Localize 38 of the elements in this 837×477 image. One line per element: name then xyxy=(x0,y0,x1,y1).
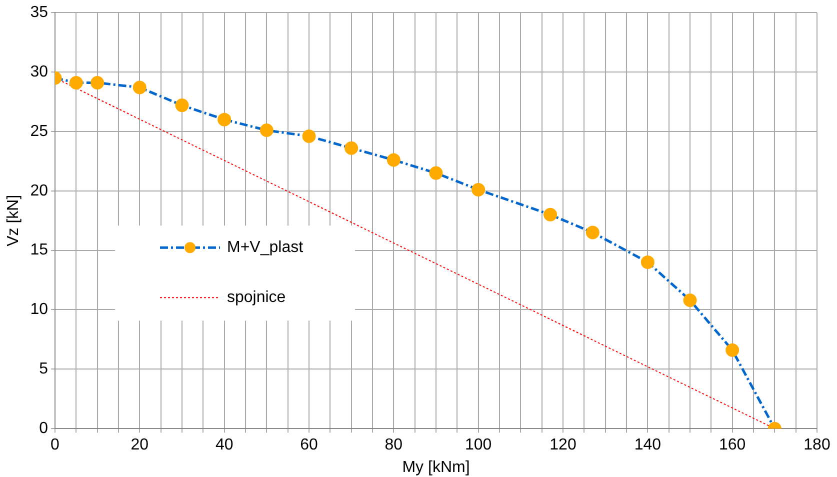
x-tick-label: 80 xyxy=(384,436,403,454)
point xyxy=(683,293,697,307)
x-tick-label: 160 xyxy=(718,436,746,454)
x-axis-title: My [kNm] xyxy=(402,458,470,476)
point xyxy=(260,124,274,138)
point xyxy=(544,208,558,222)
point xyxy=(472,182,486,196)
y-tick-label: 5 xyxy=(39,360,48,378)
point xyxy=(132,80,146,94)
y-tick-label: 25 xyxy=(30,122,48,140)
x-tick-label: 100 xyxy=(464,436,492,454)
x-tick-label: 140 xyxy=(634,436,662,454)
point xyxy=(429,166,443,180)
point xyxy=(386,153,400,167)
point xyxy=(175,98,189,112)
point xyxy=(90,76,104,90)
y-tick-label: 10 xyxy=(30,301,48,318)
legend-label: spojnice xyxy=(226,289,286,306)
x-tick-label: 60 xyxy=(300,436,318,454)
point xyxy=(586,226,600,240)
point xyxy=(640,255,654,269)
point xyxy=(344,141,358,155)
y-tick-label: 30 xyxy=(30,63,48,80)
y-axis-title: Vz [kN] xyxy=(5,194,22,246)
x-tick-label: 120 xyxy=(550,436,576,454)
x-tick-label: 180 xyxy=(804,436,830,454)
y-tick-label: 15 xyxy=(30,242,48,259)
x-tick-label: 40 xyxy=(215,436,234,454)
y-tick-label: 0 xyxy=(39,420,48,438)
legend-label: M+V_plast xyxy=(226,239,304,256)
x-tick-label: 0 xyxy=(50,436,60,454)
point xyxy=(302,129,316,143)
y-tick-label: 35 xyxy=(30,4,48,22)
point xyxy=(726,343,740,357)
x-tick-label: 20 xyxy=(130,436,149,454)
point xyxy=(69,76,83,90)
point xyxy=(218,112,232,126)
y-tick-label: 20 xyxy=(30,182,48,200)
